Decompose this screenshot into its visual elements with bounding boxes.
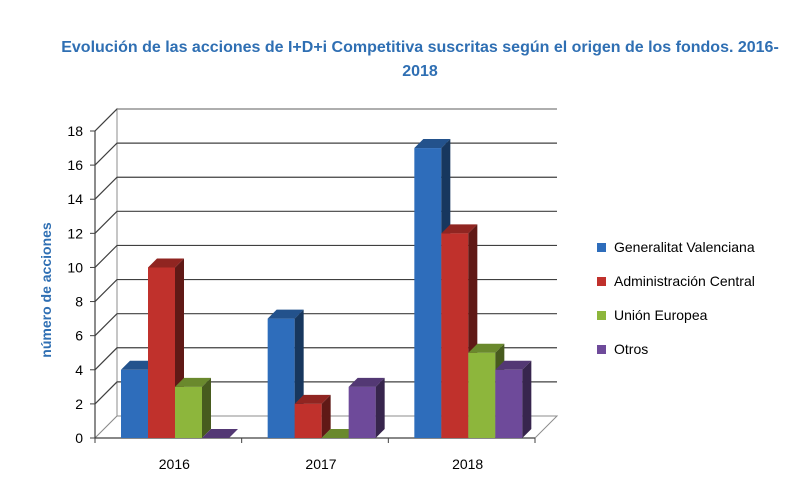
y-tick-label: 0 [75, 430, 83, 446]
bar [294, 394, 331, 438]
y-tick-labels: 0 2 4 6 8 10 12 14 16 18 [67, 123, 83, 446]
gridline [94, 142, 557, 166]
bar [348, 377, 385, 438]
legend-item: Generalitat Valenciana [597, 230, 755, 264]
legend: Generalitat Valenciana Administración Cen… [597, 230, 755, 366]
x-tick-label: 2017 [305, 456, 336, 472]
y-tick-label: 16 [67, 157, 83, 173]
legend-swatch [597, 344, 606, 354]
gridline [94, 313, 557, 337]
legend-label: Unión Europea [614, 307, 708, 323]
bar [495, 360, 532, 438]
y-tick-label: 14 [67, 191, 83, 207]
legend-label: Administración Central [614, 273, 755, 289]
y-tick-label: 6 [75, 328, 83, 344]
gridline [94, 381, 557, 405]
y-tick-label: 10 [67, 259, 83, 275]
side-wall [94, 107, 118, 440]
legend-swatch [597, 242, 606, 252]
x-tick-label: 2016 [159, 456, 190, 472]
x-tick-label: 2018 [452, 456, 483, 472]
legend-item: Unión Europea [597, 298, 755, 332]
y-tick-label: 4 [75, 362, 83, 378]
chart-title: Evolución de las acciones de I+D+i Compe… [61, 39, 779, 80]
gridline [94, 244, 557, 268]
gridline [94, 108, 557, 132]
gridline [94, 347, 557, 371]
bars [121, 139, 532, 439]
gridlines [94, 108, 557, 405]
legend-item: Administración Central [597, 264, 755, 298]
x-tick-labels: 2016 2017 2018 [159, 456, 484, 472]
legend-item: Otros [597, 332, 755, 366]
y-axis-label: número de acciones [38, 222, 54, 358]
bar [202, 429, 238, 438]
y-tick-label: 18 [67, 123, 83, 139]
legend-swatch [597, 276, 606, 286]
gridline [94, 176, 557, 200]
y-tick-label: 2 [75, 396, 83, 412]
legend-swatch [597, 310, 606, 320]
legend-label: Otros [614, 341, 649, 357]
bar [175, 377, 211, 438]
gridline [94, 278, 557, 302]
y-tick-label: 12 [67, 225, 83, 241]
y-tick-label: 8 [75, 294, 83, 310]
gridline [94, 210, 557, 234]
legend-label: Generalitat Valenciana [614, 239, 755, 255]
